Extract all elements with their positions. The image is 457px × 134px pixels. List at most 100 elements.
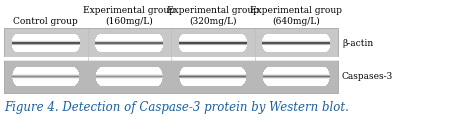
Bar <box>97 70 161 71</box>
Bar <box>179 42 247 43</box>
Bar <box>179 47 246 48</box>
Bar <box>180 74 246 75</box>
Bar <box>265 69 328 70</box>
Bar <box>263 75 329 76</box>
Bar <box>96 47 163 48</box>
Bar <box>182 68 244 69</box>
Bar <box>15 68 76 69</box>
Bar <box>11 44 80 45</box>
Text: Experimental group
(160mg/L): Experimental group (160mg/L) <box>83 6 175 26</box>
Bar <box>13 72 79 73</box>
Bar <box>14 82 78 83</box>
Bar <box>12 47 79 48</box>
Bar <box>96 46 163 47</box>
Bar <box>182 51 244 52</box>
Bar <box>179 38 246 39</box>
Bar <box>13 81 78 82</box>
Bar <box>263 79 329 80</box>
Bar <box>263 72 329 73</box>
Bar <box>16 67 75 68</box>
Bar <box>265 35 328 36</box>
Text: Experimental group
(640mg/L): Experimental group (640mg/L) <box>250 6 342 26</box>
Bar <box>13 79 79 80</box>
Bar <box>262 45 330 46</box>
Bar <box>180 73 246 74</box>
Text: Experimental group
(320mg/L): Experimental group (320mg/L) <box>167 6 259 26</box>
Bar <box>96 36 162 37</box>
Bar <box>97 81 162 82</box>
Bar <box>180 72 245 73</box>
Bar <box>15 84 76 85</box>
Bar <box>95 43 164 44</box>
Bar <box>96 49 162 50</box>
Bar <box>100 67 159 68</box>
Bar <box>11 41 80 42</box>
Bar <box>181 83 244 84</box>
Bar <box>180 49 245 50</box>
Bar <box>180 73 246 74</box>
Bar <box>179 41 247 42</box>
Bar <box>96 78 163 79</box>
Bar <box>262 46 330 47</box>
Bar <box>99 68 160 69</box>
Bar <box>180 80 245 81</box>
Bar <box>179 40 247 41</box>
Bar <box>12 74 79 75</box>
Bar <box>13 73 79 74</box>
Bar <box>179 76 246 77</box>
Bar <box>4 28 338 58</box>
Bar <box>96 72 162 73</box>
Bar <box>182 34 244 35</box>
Bar <box>96 38 163 39</box>
Bar <box>12 76 79 77</box>
Bar <box>264 81 329 82</box>
Bar <box>12 39 80 40</box>
Bar <box>96 75 163 76</box>
Bar <box>262 42 330 43</box>
Text: Control group: Control group <box>13 17 78 26</box>
Bar <box>96 38 163 39</box>
Bar <box>179 45 247 46</box>
Bar <box>263 38 330 39</box>
Bar <box>14 35 78 36</box>
Bar <box>262 44 330 45</box>
Bar <box>263 78 329 79</box>
Bar <box>96 47 163 48</box>
Bar <box>179 47 246 48</box>
Bar <box>14 83 77 84</box>
Bar <box>263 74 329 75</box>
Bar <box>263 76 329 77</box>
Bar <box>264 50 328 51</box>
Bar <box>98 83 161 84</box>
Bar <box>12 47 80 48</box>
Bar <box>263 73 329 74</box>
Bar <box>180 75 246 76</box>
Bar <box>100 85 159 86</box>
Bar <box>96 77 163 78</box>
Bar <box>96 79 162 80</box>
Bar <box>180 81 245 82</box>
Bar <box>264 71 329 72</box>
Bar <box>265 83 328 84</box>
Bar <box>13 48 79 49</box>
Bar <box>99 84 160 85</box>
Bar <box>179 44 247 45</box>
Bar <box>262 43 330 44</box>
Bar <box>179 39 247 40</box>
Bar <box>96 73 162 74</box>
Bar <box>262 41 330 42</box>
Bar <box>12 46 80 47</box>
Bar <box>263 37 329 38</box>
Text: β-actin: β-actin <box>342 38 373 47</box>
Bar <box>97 35 161 36</box>
Bar <box>181 70 245 71</box>
Bar <box>95 41 164 42</box>
Bar <box>16 85 75 86</box>
Bar <box>96 76 163 77</box>
Bar <box>263 38 330 39</box>
Bar <box>15 51 76 52</box>
Bar <box>96 73 162 74</box>
Bar <box>266 68 327 69</box>
Bar <box>97 71 162 72</box>
Bar <box>95 45 163 46</box>
